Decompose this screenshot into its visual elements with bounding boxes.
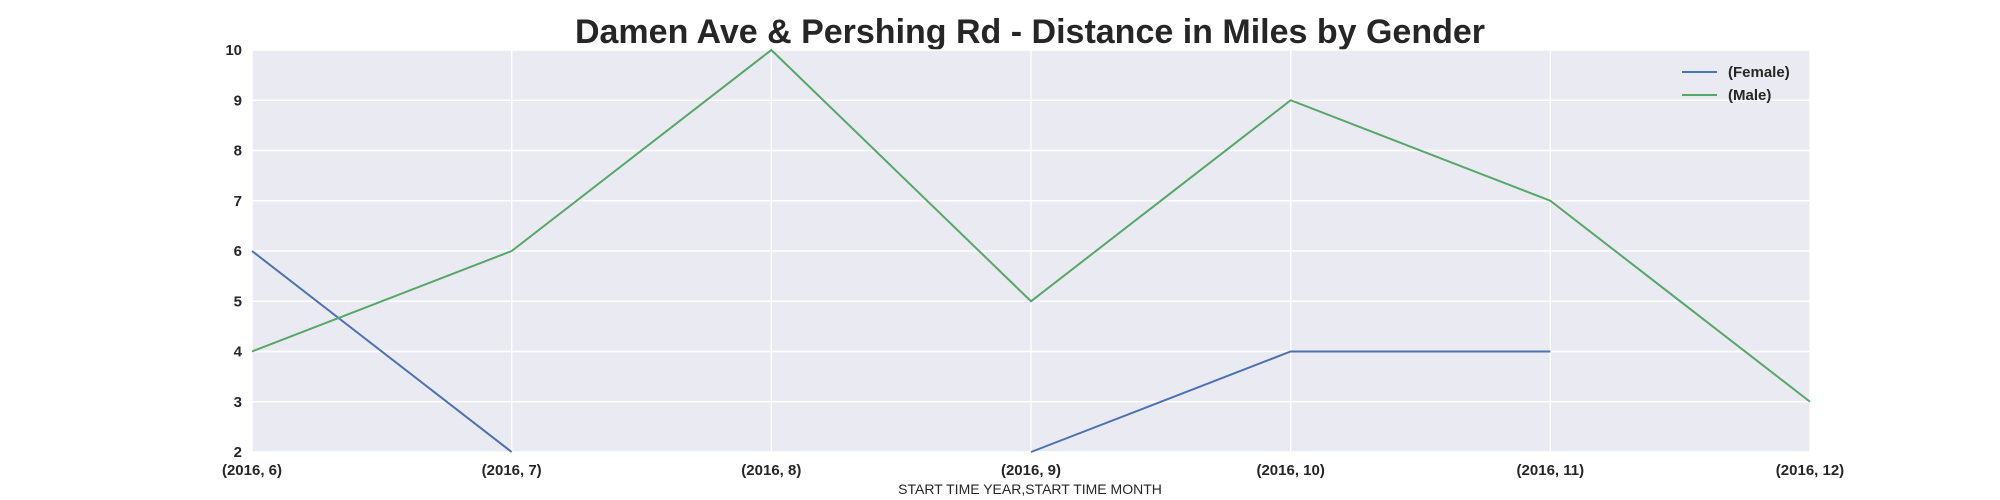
series-line-1 [251,48,1811,403]
y-tick-label: 8 [234,143,242,160]
y-tick-label: 3 [234,394,242,411]
x-tick-label: (2016, 9) [1001,462,1061,479]
x-tick-label: (2016, 12) [1776,462,1844,479]
y-tick-label: 9 [234,92,242,109]
y-tick-label: 2 [234,444,242,461]
y-tick-label: 7 [234,193,242,210]
y-tick-label: 4 [234,344,243,361]
x-tick-label: (2016, 8) [741,462,801,479]
series-line-0 [251,250,513,453]
series-line-0 [1030,350,1551,453]
legend-label: (Female) [1728,64,1790,81]
x-tick-label: (2016, 7) [482,462,542,479]
y-axis-ticks: 2 3 4 5 6 7 8 9 10 [225,42,242,461]
legend-label: (Male) [1728,87,1771,104]
series-lines [251,48,1811,453]
y-tick-label: 10 [225,42,242,59]
x-axis-label: START TIME YEAR,START TIME MONTH [898,481,1162,497]
x-axis-ticks: (2016, 6) (2016, 7) (2016, 8) (2016, 9) (201… [222,462,1844,479]
x-tick-label: (2016, 11) [1517,462,1585,479]
y-tick-label: 6 [234,243,242,260]
x-tick-label: (2016, 6) [222,462,282,479]
y-tick-label: 5 [234,293,242,310]
chart-title: Damen Ave & Pershing Rd - Distance in Mi… [575,13,1485,51]
legend: (Female) (Male) [1682,64,1790,104]
x-tick-label: (2016, 10) [1256,462,1324,479]
